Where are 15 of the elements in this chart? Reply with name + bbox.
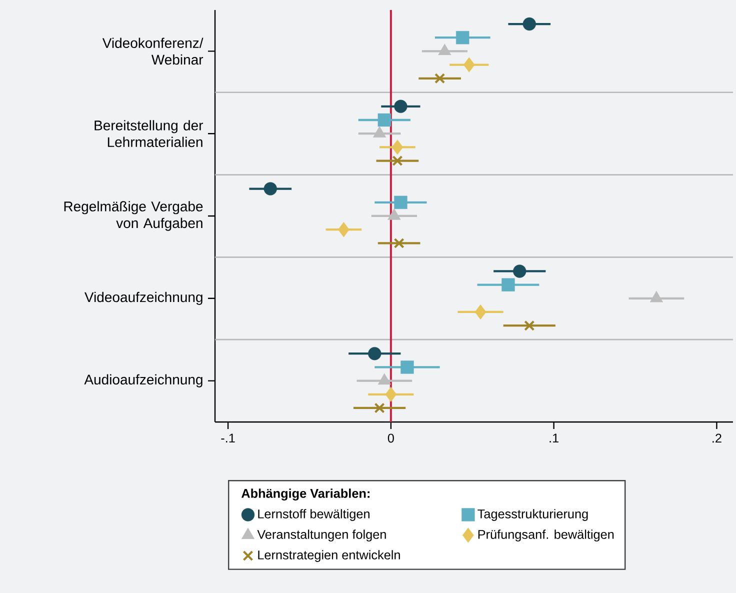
legend-label: Prüfungsanf. bewältigen: [478, 530, 614, 542]
legend-title: Abhängige Variablen:: [241, 488, 370, 500]
y-tick-label: Videoaufzeichnung: [84, 292, 202, 305]
legend-label: Lernstoff bewältigen: [258, 509, 370, 521]
y-tick-label: Audioaufzeichnung: [84, 374, 202, 388]
legend-label: Veranstaltungen folgen: [257, 530, 386, 542]
legend-label: Lernstrategien entwickeln: [258, 550, 400, 562]
legend-label: Tagesstrukturierung: [478, 509, 588, 521]
y-tick-label: Bereitstellung der Lehrmaterialien: [94, 120, 204, 148]
x-tick-label: .1: [550, 434, 558, 442]
y-tick-label: Videokonferenz/ Webinar: [102, 38, 204, 65]
x-tick-label: .2: [712, 434, 722, 443]
y-tick-label: Regelmäßige Vergabe von Aufgaben: [64, 201, 203, 231]
x-tick-label: -.1: [221, 434, 235, 442]
x-tick-label: 0: [388, 434, 394, 443]
